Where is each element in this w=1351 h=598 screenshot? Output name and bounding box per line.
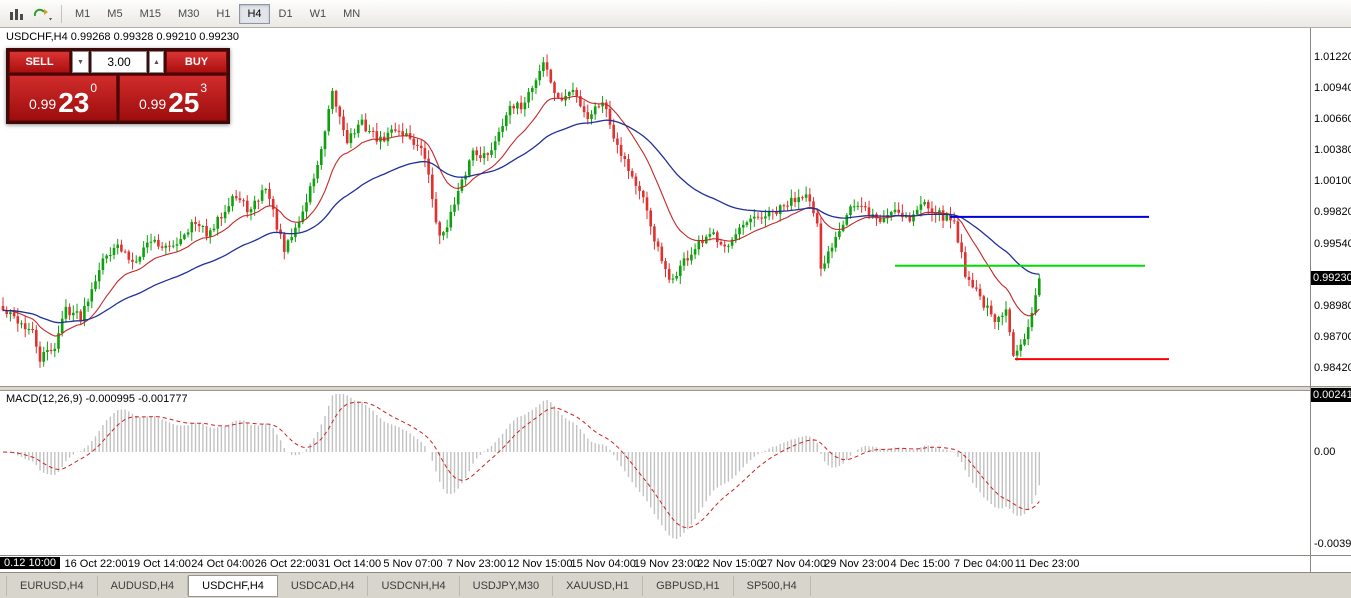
sell-price-pipette: 0 [90,81,98,95]
chart-tabbar: EURUSD,H4 AUDUSD,H4 USDCHF,H4 USDCAD,H4 USDC… [0,572,1351,598]
time-axis-label: 31 Oct 14:00 [318,558,382,570]
chart-window: USDCHF,H4 0.99268 0.99328 0.99210 0.9923… [0,28,1351,572]
price-axis-label: 0.98980 [1314,299,1351,312]
price-axis-label: 1.00380 [1314,144,1351,157]
volume-spin-up-icon[interactable]: ▲ [149,51,164,73]
cycle-arrows-icon [33,8,52,20]
one-click-trade-panel: SELL ▼ 3.00 ▲ BUY 0.99 23 0 0.99 [6,48,230,124]
pane-divider[interactable] [0,386,1310,391]
price-axis-label: 1.01220 [1314,51,1351,63]
time-axis-label: 4 Dec 15:00 [890,558,950,570]
sell-button[interactable]: SELL [9,51,70,73]
time-axis-label: 12 Nov 15:00 [507,558,573,570]
time-axis-label: 19 Nov 23:00 [633,558,700,570]
price-axis-label: 1.00940 [1314,82,1351,95]
macd-indicator-label: MACD(12,26,9) -0.000995 -0.001777 [6,393,188,405]
time-axis-label: 16 Oct 22:00 [64,558,128,570]
tab-gbpusdh1[interactable]: GBPUSD,H1 [643,575,734,596]
top-toolbar: M1 M5 M15 M30 H1 H4 D1 W1 MN [0,0,1351,28]
time-axis-label: 22 Nov 15:00 [697,558,763,570]
volume-input[interactable]: 3.00 [91,51,147,73]
tab-xauusdh1[interactable]: XAUUSD,H1 [553,575,644,596]
time-axis-label: 27 Nov 04:00 [760,558,827,570]
tab-audusdh4[interactable]: AUDUSD,H4 [98,575,189,596]
timeframe-w1[interactable]: W1 [302,4,335,24]
buy-price-pipette: 3 [200,81,208,95]
timeframe-h1[interactable]: H1 [208,4,238,24]
time-axis-label: 24 Oct 04:00 [191,558,255,570]
tab-sp500h4[interactable]: SP500,H4 [734,575,811,596]
macd-axis-label: 0.00 [1314,446,1336,458]
timeframe-m1[interactable]: M1 [67,4,98,24]
buy-price-prefix: 0.99 [138,96,167,112]
price-axis-label: 0.98420 [1314,361,1351,374]
price-chart-canvas[interactable] [0,28,1310,386]
bar-chart-icon [10,8,23,20]
sell-price-prefix: 0.99 [28,96,57,112]
buy-price-tile[interactable]: 0.99 25 3 [119,75,227,121]
tab-eurusdh4[interactable]: EURUSD,H4 [6,575,98,596]
chart-type-button[interactable] [4,3,30,25]
timeframe-m5[interactable]: M5 [99,4,130,24]
macd-value-badge: 0.00241 [1311,388,1351,403]
macd-indicator-pane[interactable]: MACD(12,26,9) -0.000995 -0.001777 [0,391,1310,555]
chart-panes: USDCHF,H4 0.99268 0.99328 0.99210 0.9923… [0,28,1310,572]
timeframe-mn[interactable]: MN [335,4,368,24]
tab-usdcadh4[interactable]: USDCAD,H4 [278,575,369,596]
timeframe-m30[interactable]: M30 [170,4,207,24]
price-axis-label: 0.99820 [1314,206,1351,219]
auto-trading-button[interactable] [30,3,56,25]
price-axis[interactable]: 1.01220 1.00940 1.00660 1.00380 1.00100 0.998… [1310,28,1351,572]
time-axis-label: 7 Nov 23:00 [446,558,507,570]
price-axis-label: 0.99540 [1314,237,1351,250]
timeframe-m15[interactable]: M15 [132,4,169,24]
buy-price-big: 25 [168,87,200,119]
time-axis-label: 26 Oct 22:00 [254,558,318,570]
timeframe-h4[interactable]: H4 [239,3,270,24]
time-axis-label: 11 Dec 23:00 [1014,558,1080,570]
price-axis-label: 0.98700 [1314,330,1351,343]
tab-usdcnhh4[interactable]: USDCNH,H4 [368,575,460,596]
buy-button[interactable]: BUY [166,51,227,73]
time-axis-label: 19 Oct 14:00 [127,558,191,570]
axis-time-divider [1311,555,1351,556]
sell-price-big: 23 [58,87,90,119]
tab-usdchfh4[interactable]: USDCHF,H4 [188,574,278,597]
timeframe-group: M1 M5 M15 M30 H1 H4 D1 W1 MN [67,3,368,24]
volume-dropdown-icon[interactable]: ▼ [72,51,89,73]
time-badge: 0.12 10:00 [0,557,60,569]
sell-price-tile[interactable]: 0.99 23 0 [9,75,117,121]
chevron-down-icon [49,17,52,20]
time-axis-label: 29 Nov 23:00 [824,558,890,570]
macd-axis-label: -0.00391 [1314,538,1351,551]
symbol-ohlc-info: USDCHF,H4 0.99268 0.99328 0.99210 0.9923… [6,31,240,43]
time-axis-label: 15 Nov 04:00 [570,558,636,570]
current-price-badge: 0.99230 [1311,271,1351,286]
macd-canvas[interactable] [0,391,1310,555]
timeframe-d1[interactable]: D1 [271,4,301,24]
time-axis-label: 7 Dec 04:00 [953,558,1014,570]
tab-usdjpym30[interactable]: USDJPY,M30 [460,575,554,596]
toolbar-separator [61,4,62,23]
price-axis-label: 1.00660 [1314,113,1351,126]
price-chart[interactable]: USDCHF,H4 0.99268 0.99328 0.99210 0.9923… [0,28,1310,386]
price-axis-label: 1.00100 [1314,175,1351,188]
time-axis-label: 5 Nov 07:00 [383,558,443,570]
